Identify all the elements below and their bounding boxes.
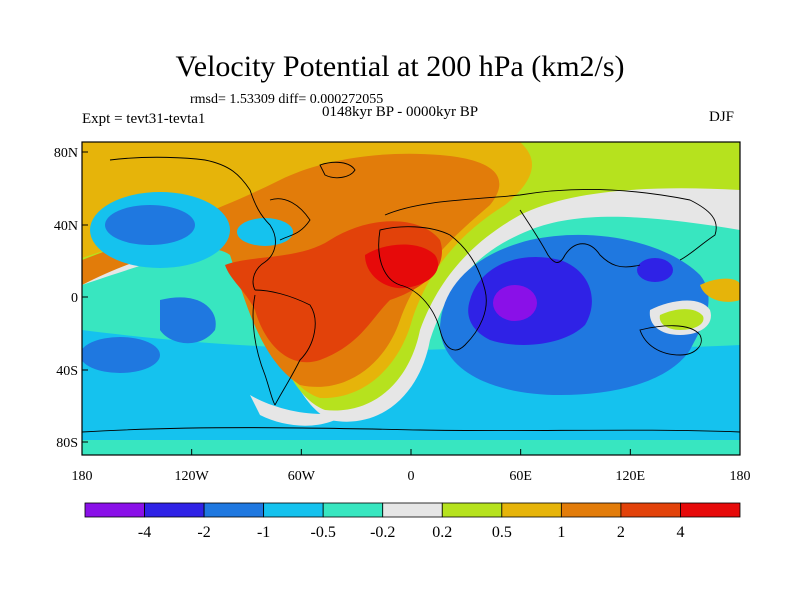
colorbar-label: -0.5 (311, 524, 336, 541)
dateline-positive (700, 278, 740, 302)
alaska-coast (109, 156, 206, 161)
lon-tick-label: 60E (509, 469, 532, 484)
north-america-coast (204, 159, 276, 291)
colorbar-swatch (501, 502, 562, 518)
colorbar-label: -0.2 (370, 524, 395, 541)
map-title: Velocity Potential at 200 hPa (km2/s) (175, 50, 625, 83)
lon-tick-label: 120W (175, 469, 210, 484)
axes: 80N 40N 0 40S 80S 180 120W 60W 0 60E 120E 180 (54, 146, 751, 484)
colorbar-swatch (322, 502, 384, 518)
colorbar-label: 0.2 (432, 524, 452, 541)
lat-tick-label: 80S (56, 436, 78, 451)
lat-tick-label: 40S (56, 364, 78, 379)
colorbar-label: -4 (138, 524, 151, 541)
west-pacific-minimum (637, 258, 673, 282)
colorbar: -4 -2 -1 -0.5 -0.2 0.2 0.5 1 2 4 (84, 502, 741, 541)
southern-white-sweep (250, 395, 350, 426)
lat-tick-label: 80N (54, 146, 78, 161)
lat-tick-label: 0 (71, 291, 78, 306)
north-atlantic-negative (237, 218, 293, 246)
australia-coast (639, 325, 702, 356)
lon-tick-label: 120E (616, 469, 646, 484)
colorbar-swatch (84, 502, 145, 518)
colorbar-label: -1 (257, 524, 270, 541)
colorbar-label: 0.5 (492, 524, 512, 541)
coastlines (82, 156, 740, 433)
colorbar-label: 2 (617, 524, 625, 541)
south-asia-coast (519, 209, 641, 268)
south-pacific-core-2 (82, 337, 160, 373)
rmsd-diff-stats: rmsd= 1.53309 diff= 0.000272055 (190, 92, 384, 107)
antarctica-coast (82, 427, 740, 433)
colorbar-swatch (441, 502, 503, 518)
south-america-coast (254, 289, 316, 406)
colorbar-label: 4 (676, 524, 684, 541)
colorbar-swatch (560, 502, 622, 518)
lon-tick-label: 60W (288, 469, 316, 484)
lon-tick-label: 180 (730, 469, 751, 484)
experiment-label: Expt = tevt31-tevta1 (82, 111, 206, 127)
maritime-lime (659, 309, 704, 330)
period-label: 0148kyr BP - 0000kyr BP (322, 104, 479, 120)
colorbar-swatch (144, 502, 205, 518)
eurasia-coast (384, 189, 717, 261)
season-label: DJF (709, 109, 735, 125)
south-pacific-core (160, 297, 216, 344)
greenland-coast (319, 161, 356, 179)
africa-coast (378, 226, 487, 351)
colorbar-swatch (203, 502, 265, 518)
contour-field (82, 142, 740, 455)
lat-tick-label: 40N (54, 219, 78, 234)
colorbar-swatch (620, 502, 681, 518)
indian-ocean-minimum (493, 285, 537, 321)
north-pacific-core (105, 205, 195, 245)
lon-tick-label: 0 (408, 469, 415, 484)
east-america-coast (269, 198, 311, 241)
colorbar-swatch (263, 502, 324, 518)
colorbar-swatch (680, 502, 741, 518)
colorbar-label: -2 (197, 524, 210, 541)
lon-tick-label: 180 (72, 469, 93, 484)
colorbar-swatch (382, 502, 443, 518)
red-core (365, 244, 439, 289)
colorbar-label: 1 (557, 524, 565, 541)
south-america-west-coast (252, 294, 276, 406)
